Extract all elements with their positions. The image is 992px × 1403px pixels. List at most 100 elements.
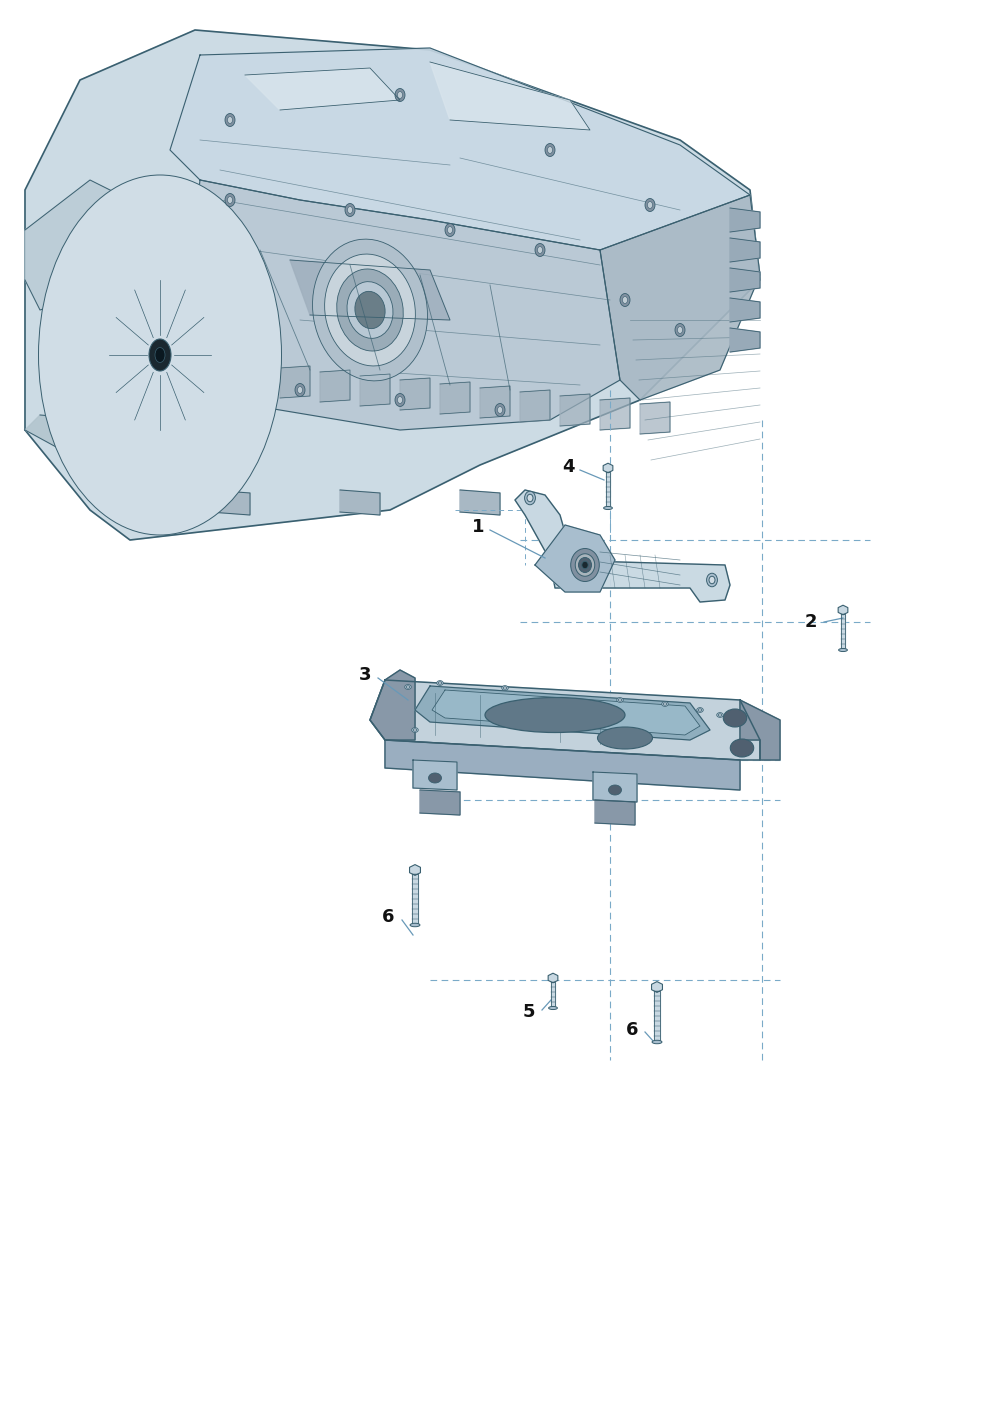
Ellipse shape bbox=[113, 285, 207, 425]
Ellipse shape bbox=[549, 1006, 558, 1010]
Polygon shape bbox=[593, 772, 637, 803]
Polygon shape bbox=[400, 377, 430, 410]
Ellipse shape bbox=[525, 491, 536, 505]
Polygon shape bbox=[550, 560, 730, 602]
Polygon shape bbox=[606, 471, 610, 508]
Ellipse shape bbox=[718, 714, 721, 716]
Polygon shape bbox=[560, 394, 590, 427]
Text: 4: 4 bbox=[561, 457, 574, 476]
Polygon shape bbox=[340, 490, 380, 515]
Polygon shape bbox=[740, 700, 780, 760]
Polygon shape bbox=[600, 195, 760, 400]
Ellipse shape bbox=[398, 397, 403, 404]
Polygon shape bbox=[460, 490, 500, 515]
Ellipse shape bbox=[148, 337, 173, 373]
Polygon shape bbox=[180, 180, 620, 429]
Ellipse shape bbox=[618, 699, 622, 702]
Ellipse shape bbox=[620, 293, 630, 306]
Ellipse shape bbox=[730, 739, 754, 758]
Text: 2: 2 bbox=[805, 613, 817, 631]
Ellipse shape bbox=[502, 686, 508, 690]
Ellipse shape bbox=[495, 404, 505, 417]
Polygon shape bbox=[535, 525, 615, 592]
Ellipse shape bbox=[581, 561, 588, 568]
Ellipse shape bbox=[648, 202, 653, 209]
Polygon shape bbox=[730, 328, 760, 352]
Polygon shape bbox=[170, 48, 750, 250]
Polygon shape bbox=[838, 605, 848, 615]
Ellipse shape bbox=[410, 923, 420, 927]
Polygon shape bbox=[410, 864, 421, 875]
Polygon shape bbox=[432, 690, 700, 735]
Ellipse shape bbox=[664, 703, 667, 706]
Ellipse shape bbox=[535, 244, 545, 257]
Polygon shape bbox=[640, 403, 670, 434]
Ellipse shape bbox=[617, 697, 623, 703]
Ellipse shape bbox=[608, 786, 622, 796]
Ellipse shape bbox=[56, 201, 265, 511]
Polygon shape bbox=[245, 67, 400, 109]
Ellipse shape bbox=[345, 203, 355, 216]
Ellipse shape bbox=[398, 91, 403, 98]
Ellipse shape bbox=[570, 549, 599, 581]
Ellipse shape bbox=[838, 648, 847, 651]
Ellipse shape bbox=[355, 292, 385, 328]
Ellipse shape bbox=[436, 680, 443, 686]
Ellipse shape bbox=[407, 686, 410, 689]
Ellipse shape bbox=[227, 116, 232, 123]
Ellipse shape bbox=[347, 206, 352, 213]
Ellipse shape bbox=[155, 348, 165, 362]
Ellipse shape bbox=[395, 88, 405, 101]
Ellipse shape bbox=[675, 324, 685, 337]
Ellipse shape bbox=[139, 323, 182, 387]
Polygon shape bbox=[515, 490, 570, 560]
Polygon shape bbox=[210, 490, 250, 515]
Ellipse shape bbox=[414, 728, 417, 731]
Ellipse shape bbox=[645, 198, 655, 212]
Polygon shape bbox=[655, 992, 660, 1042]
Polygon shape bbox=[200, 358, 230, 390]
Ellipse shape bbox=[485, 697, 625, 732]
Ellipse shape bbox=[312, 239, 428, 380]
Ellipse shape bbox=[225, 114, 235, 126]
Polygon shape bbox=[600, 398, 630, 429]
Polygon shape bbox=[385, 739, 740, 790]
Ellipse shape bbox=[75, 230, 244, 480]
Polygon shape bbox=[25, 180, 175, 310]
Ellipse shape bbox=[706, 574, 717, 586]
Ellipse shape bbox=[597, 727, 653, 749]
Ellipse shape bbox=[39, 175, 282, 535]
Ellipse shape bbox=[723, 709, 747, 727]
Ellipse shape bbox=[662, 702, 669, 706]
Text: 3: 3 bbox=[359, 666, 371, 685]
Polygon shape bbox=[25, 415, 200, 480]
Polygon shape bbox=[420, 790, 460, 815]
Text: 6: 6 bbox=[382, 908, 394, 926]
Polygon shape bbox=[370, 680, 760, 760]
Polygon shape bbox=[320, 370, 350, 403]
Polygon shape bbox=[603, 463, 613, 473]
Ellipse shape bbox=[678, 327, 682, 334]
Ellipse shape bbox=[126, 304, 193, 405]
Polygon shape bbox=[440, 382, 470, 414]
Ellipse shape bbox=[716, 713, 723, 717]
Ellipse shape bbox=[347, 282, 393, 338]
Ellipse shape bbox=[298, 386, 303, 393]
Ellipse shape bbox=[153, 345, 167, 365]
Ellipse shape bbox=[395, 393, 405, 407]
Ellipse shape bbox=[545, 143, 555, 157]
Text: 5: 5 bbox=[523, 1003, 536, 1021]
Polygon shape bbox=[413, 760, 457, 790]
Ellipse shape bbox=[225, 194, 235, 206]
Ellipse shape bbox=[696, 707, 703, 713]
Polygon shape bbox=[280, 366, 310, 398]
Polygon shape bbox=[290, 260, 450, 320]
Ellipse shape bbox=[149, 340, 171, 370]
Ellipse shape bbox=[709, 577, 715, 584]
Polygon shape bbox=[415, 686, 710, 739]
Ellipse shape bbox=[412, 728, 419, 732]
Ellipse shape bbox=[538, 247, 543, 254]
Ellipse shape bbox=[445, 223, 455, 237]
Text: 1: 1 bbox=[472, 518, 484, 536]
Ellipse shape bbox=[548, 146, 553, 153]
